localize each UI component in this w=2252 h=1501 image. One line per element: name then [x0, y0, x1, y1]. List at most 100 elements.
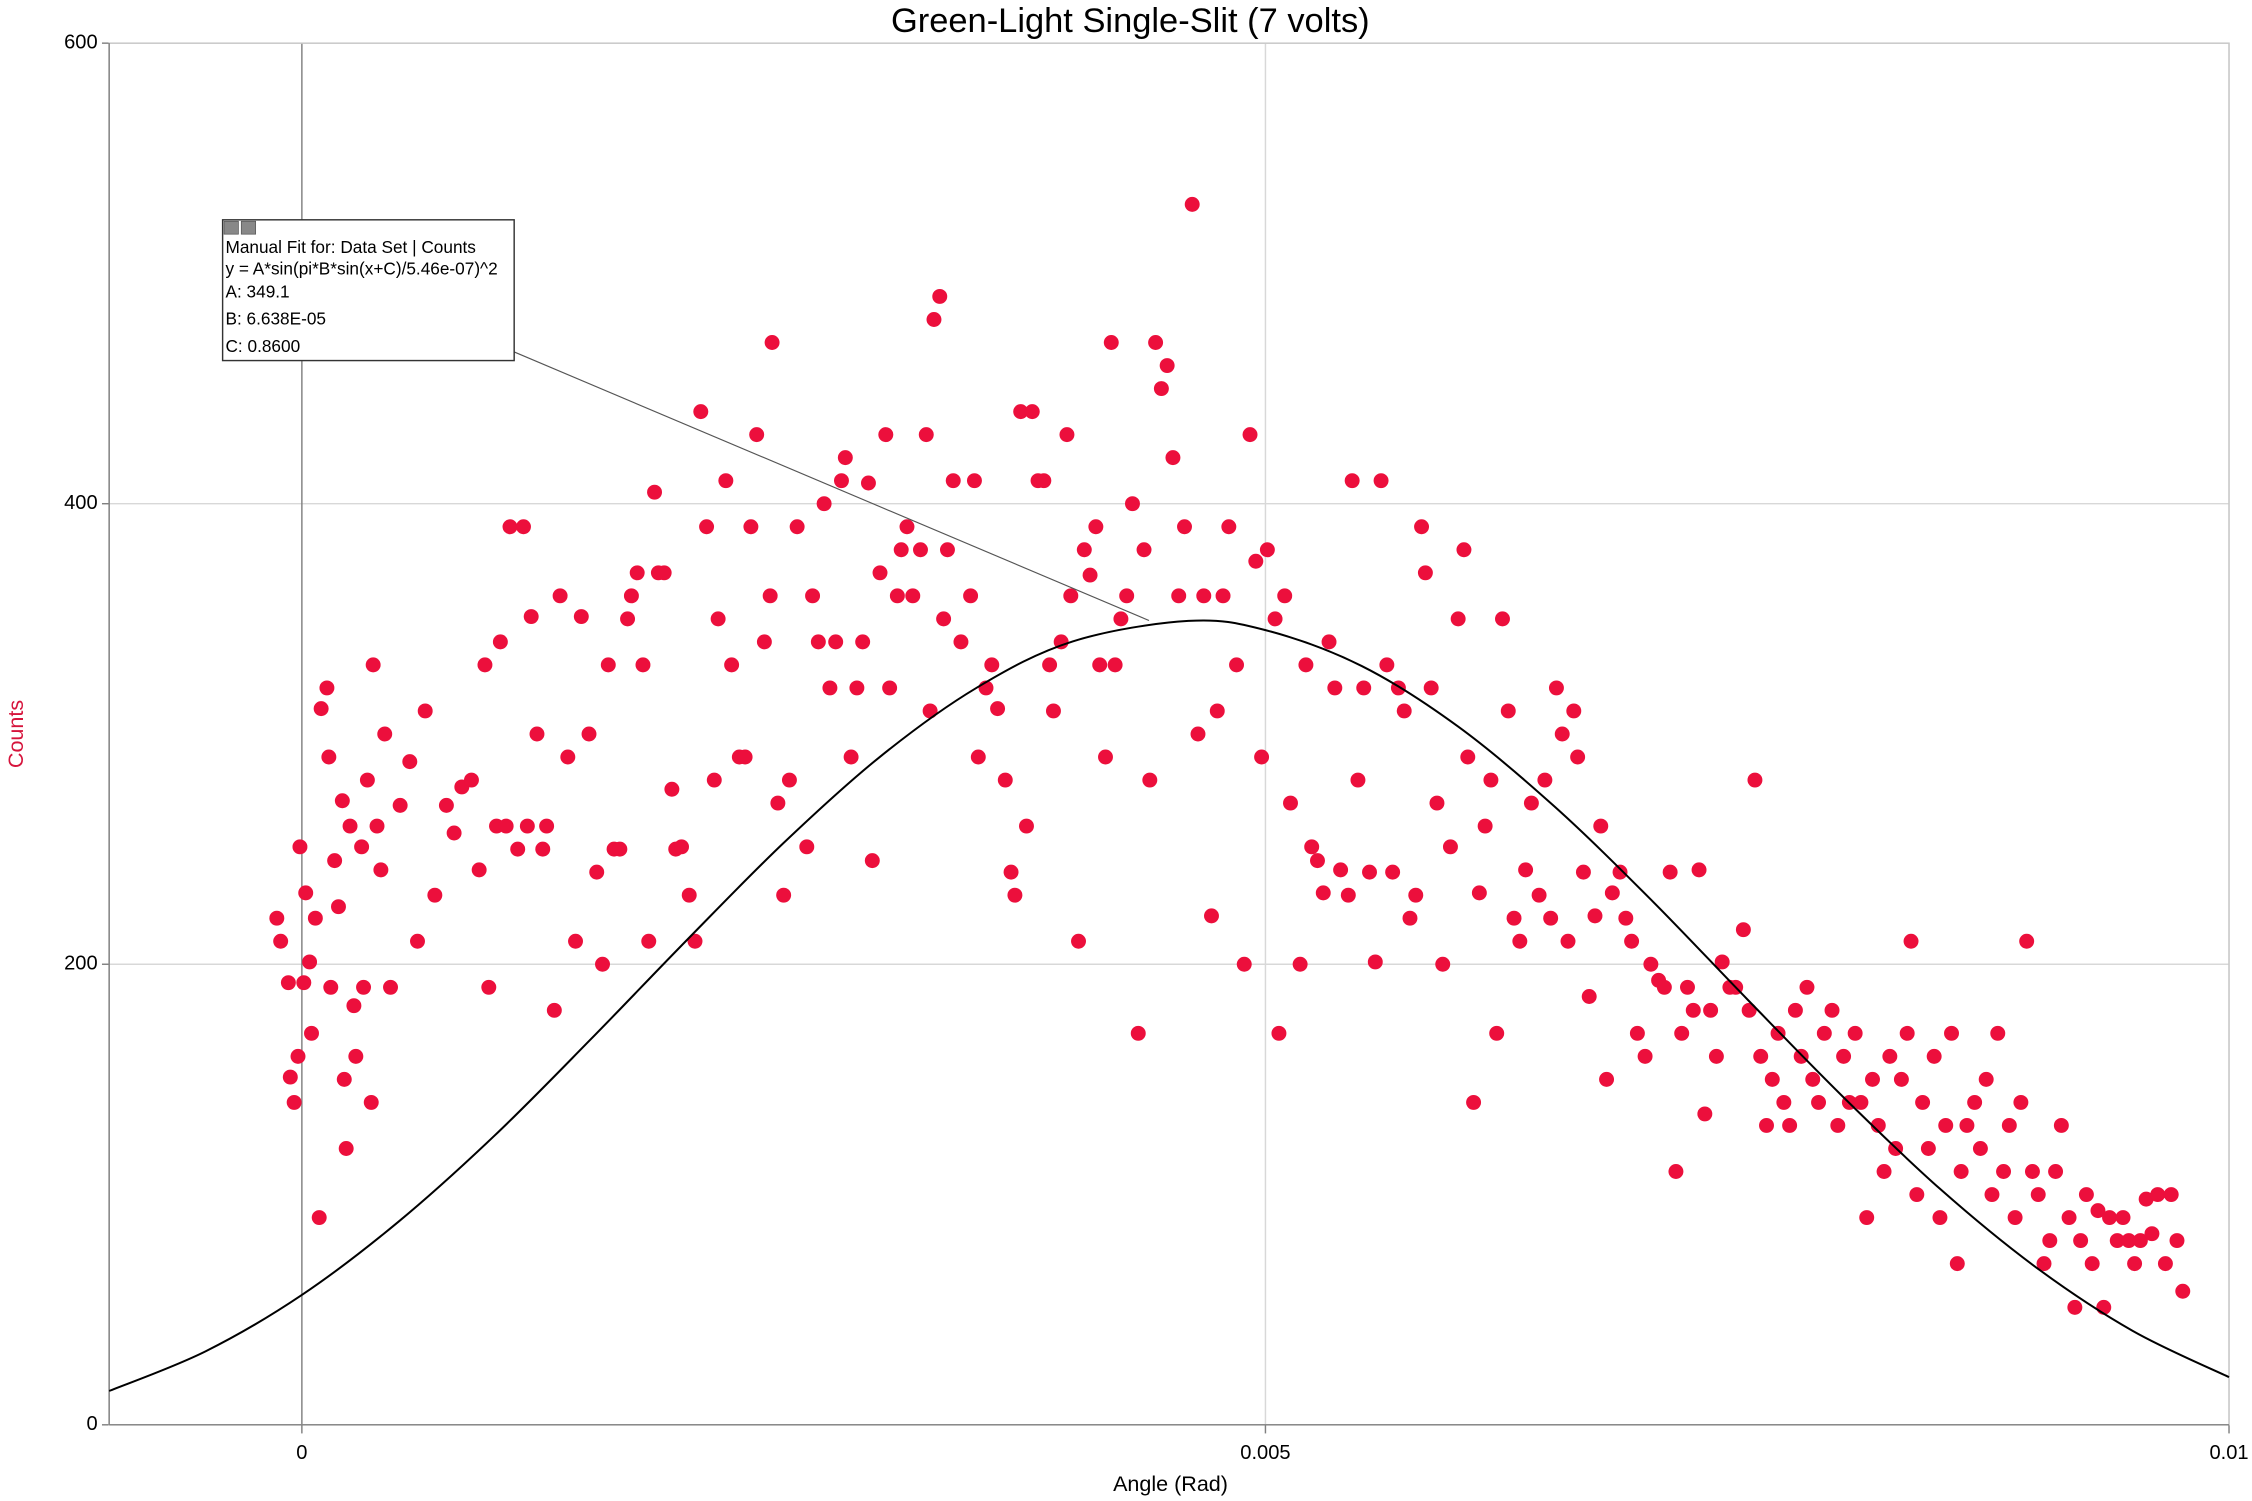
annotation-equation: y = A*sin(pi*B*sin(x+C)/5.46e-07)^2	[225, 258, 497, 278]
data-point	[1708, 1048, 1724, 1064]
data-point	[519, 818, 535, 834]
data-point	[481, 979, 497, 995]
data-point	[1870, 1117, 1886, 1133]
data-point	[346, 998, 362, 1014]
data-point	[342, 818, 358, 834]
data-point	[1643, 956, 1659, 972]
collapse-icon[interactable]	[240, 220, 257, 235]
data-point	[471, 862, 487, 878]
data-point	[764, 335, 780, 350]
data-point	[1456, 542, 1472, 558]
data-point	[2073, 1233, 2089, 1249]
data-point	[1184, 196, 1200, 212]
data-point	[781, 772, 797, 788]
data-point	[1460, 749, 1476, 765]
data-point	[1477, 818, 1493, 834]
data-point	[2090, 1203, 2106, 1219]
data-point	[1402, 910, 1418, 926]
y-tick-label: 400	[64, 492, 98, 514]
data-point	[1103, 335, 1119, 350]
data-point	[1423, 680, 1439, 696]
data-point	[1747, 772, 1763, 788]
data-point	[1735, 922, 1751, 938]
data-point	[307, 910, 323, 926]
data-point	[2067, 1299, 2083, 1315]
data-point	[1159, 358, 1175, 374]
data-point	[595, 956, 610, 972]
x-tick-label: 0	[296, 1442, 307, 1464]
y-axis-label: Counts	[4, 700, 28, 768]
data-point	[1811, 1094, 1827, 1110]
data-point	[1304, 839, 1320, 855]
data-point	[882, 680, 898, 696]
data-point	[913, 542, 928, 558]
data-point	[1637, 1048, 1653, 1064]
data-point	[327, 853, 343, 869]
data-point	[1624, 933, 1640, 949]
data-point	[331, 899, 346, 915]
data-point	[286, 1094, 302, 1110]
data-point	[1703, 1002, 1719, 1018]
data-point	[1932, 1210, 1948, 1226]
data-point	[997, 772, 1013, 788]
data-point	[2163, 1187, 2179, 1203]
data-point	[1915, 1094, 1931, 1110]
data-point	[1554, 726, 1570, 742]
data-point	[1668, 1164, 1684, 1179]
data-point	[1674, 1025, 1690, 1041]
annotation-param: C: 0.8600	[225, 336, 300, 356]
data-point	[1629, 1025, 1645, 1041]
data-point	[1196, 588, 1212, 604]
data-point	[756, 634, 772, 650]
data-point	[2175, 1283, 2191, 1299]
data-point	[724, 657, 740, 673]
data-point	[1242, 427, 1258, 443]
data-point	[363, 1094, 379, 1110]
data-point	[899, 519, 915, 535]
data-point	[629, 565, 645, 581]
data-point	[1082, 567, 1098, 583]
data-point	[664, 781, 680, 797]
data-point	[1435, 956, 1451, 972]
data-point	[905, 588, 921, 604]
data-point	[319, 680, 335, 696]
data-point	[641, 933, 657, 949]
data-point	[810, 634, 826, 650]
data-point	[1177, 519, 1192, 535]
data-point	[336, 1071, 352, 1087]
data-point	[2132, 1233, 2148, 1249]
data-point	[699, 519, 715, 535]
data-point	[834, 473, 849, 489]
data-point	[1859, 1210, 1875, 1226]
data-point	[292, 839, 308, 855]
data-point	[1013, 404, 1029, 420]
data-point	[477, 657, 493, 673]
data-point	[1042, 657, 1058, 673]
data-point	[1593, 818, 1609, 834]
data-point	[936, 611, 952, 627]
data-point	[1059, 427, 1075, 443]
data-point	[1759, 1117, 1774, 1133]
data-point	[1045, 703, 1061, 719]
data-point	[1019, 818, 1034, 834]
data-point	[1350, 772, 1366, 788]
data-point	[2127, 1256, 2143, 1272]
data-point	[2042, 1233, 2058, 1249]
data-point	[1136, 542, 1152, 558]
data-point	[1408, 887, 1424, 903]
data-point	[1088, 519, 1104, 535]
data-point	[1267, 611, 1283, 627]
data-point	[377, 726, 393, 742]
x-axis-label: Angle (Rad)	[1113, 1472, 1228, 1496]
close-icon[interactable]	[223, 220, 239, 235]
data-point	[932, 288, 948, 304]
data-point	[1680, 979, 1695, 995]
data-point	[681, 887, 697, 903]
data-point	[1506, 910, 1522, 926]
data-point	[1221, 519, 1237, 535]
data-point	[354, 839, 370, 855]
data-point	[581, 726, 597, 742]
x-tick-label: 0.01	[2209, 1442, 2248, 1464]
data-point	[1483, 772, 1499, 788]
data-point	[2144, 1226, 2160, 1242]
